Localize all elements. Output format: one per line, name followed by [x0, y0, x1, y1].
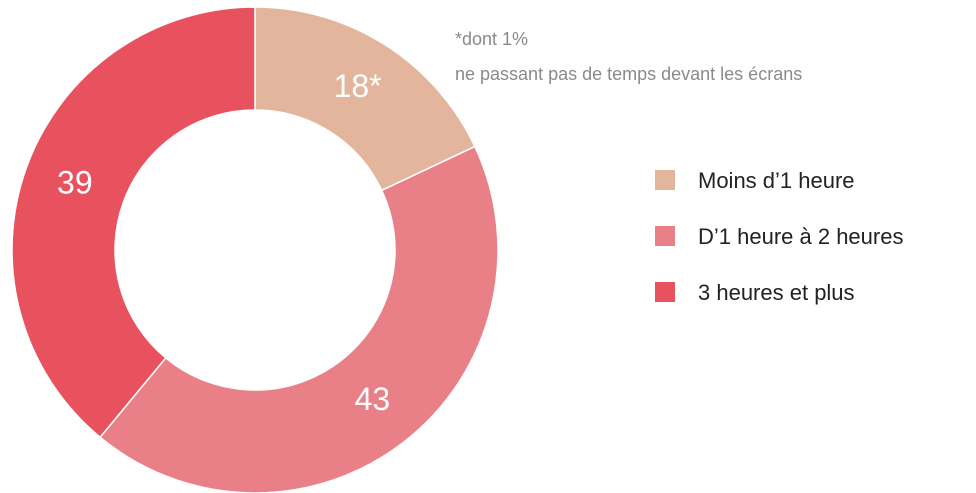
annotation: *dont 1%	[455, 29, 528, 49]
legend-swatch	[655, 282, 675, 302]
legend-label: Moins d’1 heure	[698, 168, 855, 193]
value-label: 18*	[334, 68, 382, 104]
annotation: ne passant pas de temps devant les écran…	[455, 64, 802, 84]
legend-label: 3 heures et plus	[698, 280, 855, 305]
legend-swatch	[655, 170, 675, 190]
value-label: 39	[57, 165, 93, 201]
value-label: 43	[355, 381, 391, 417]
legend-label: D’1 heure à 2 heures	[698, 224, 903, 249]
donut-segment	[254, 6, 476, 192]
donut-segment	[11, 6, 256, 439]
donut-segment	[99, 145, 499, 493]
legend-swatch	[655, 226, 675, 246]
